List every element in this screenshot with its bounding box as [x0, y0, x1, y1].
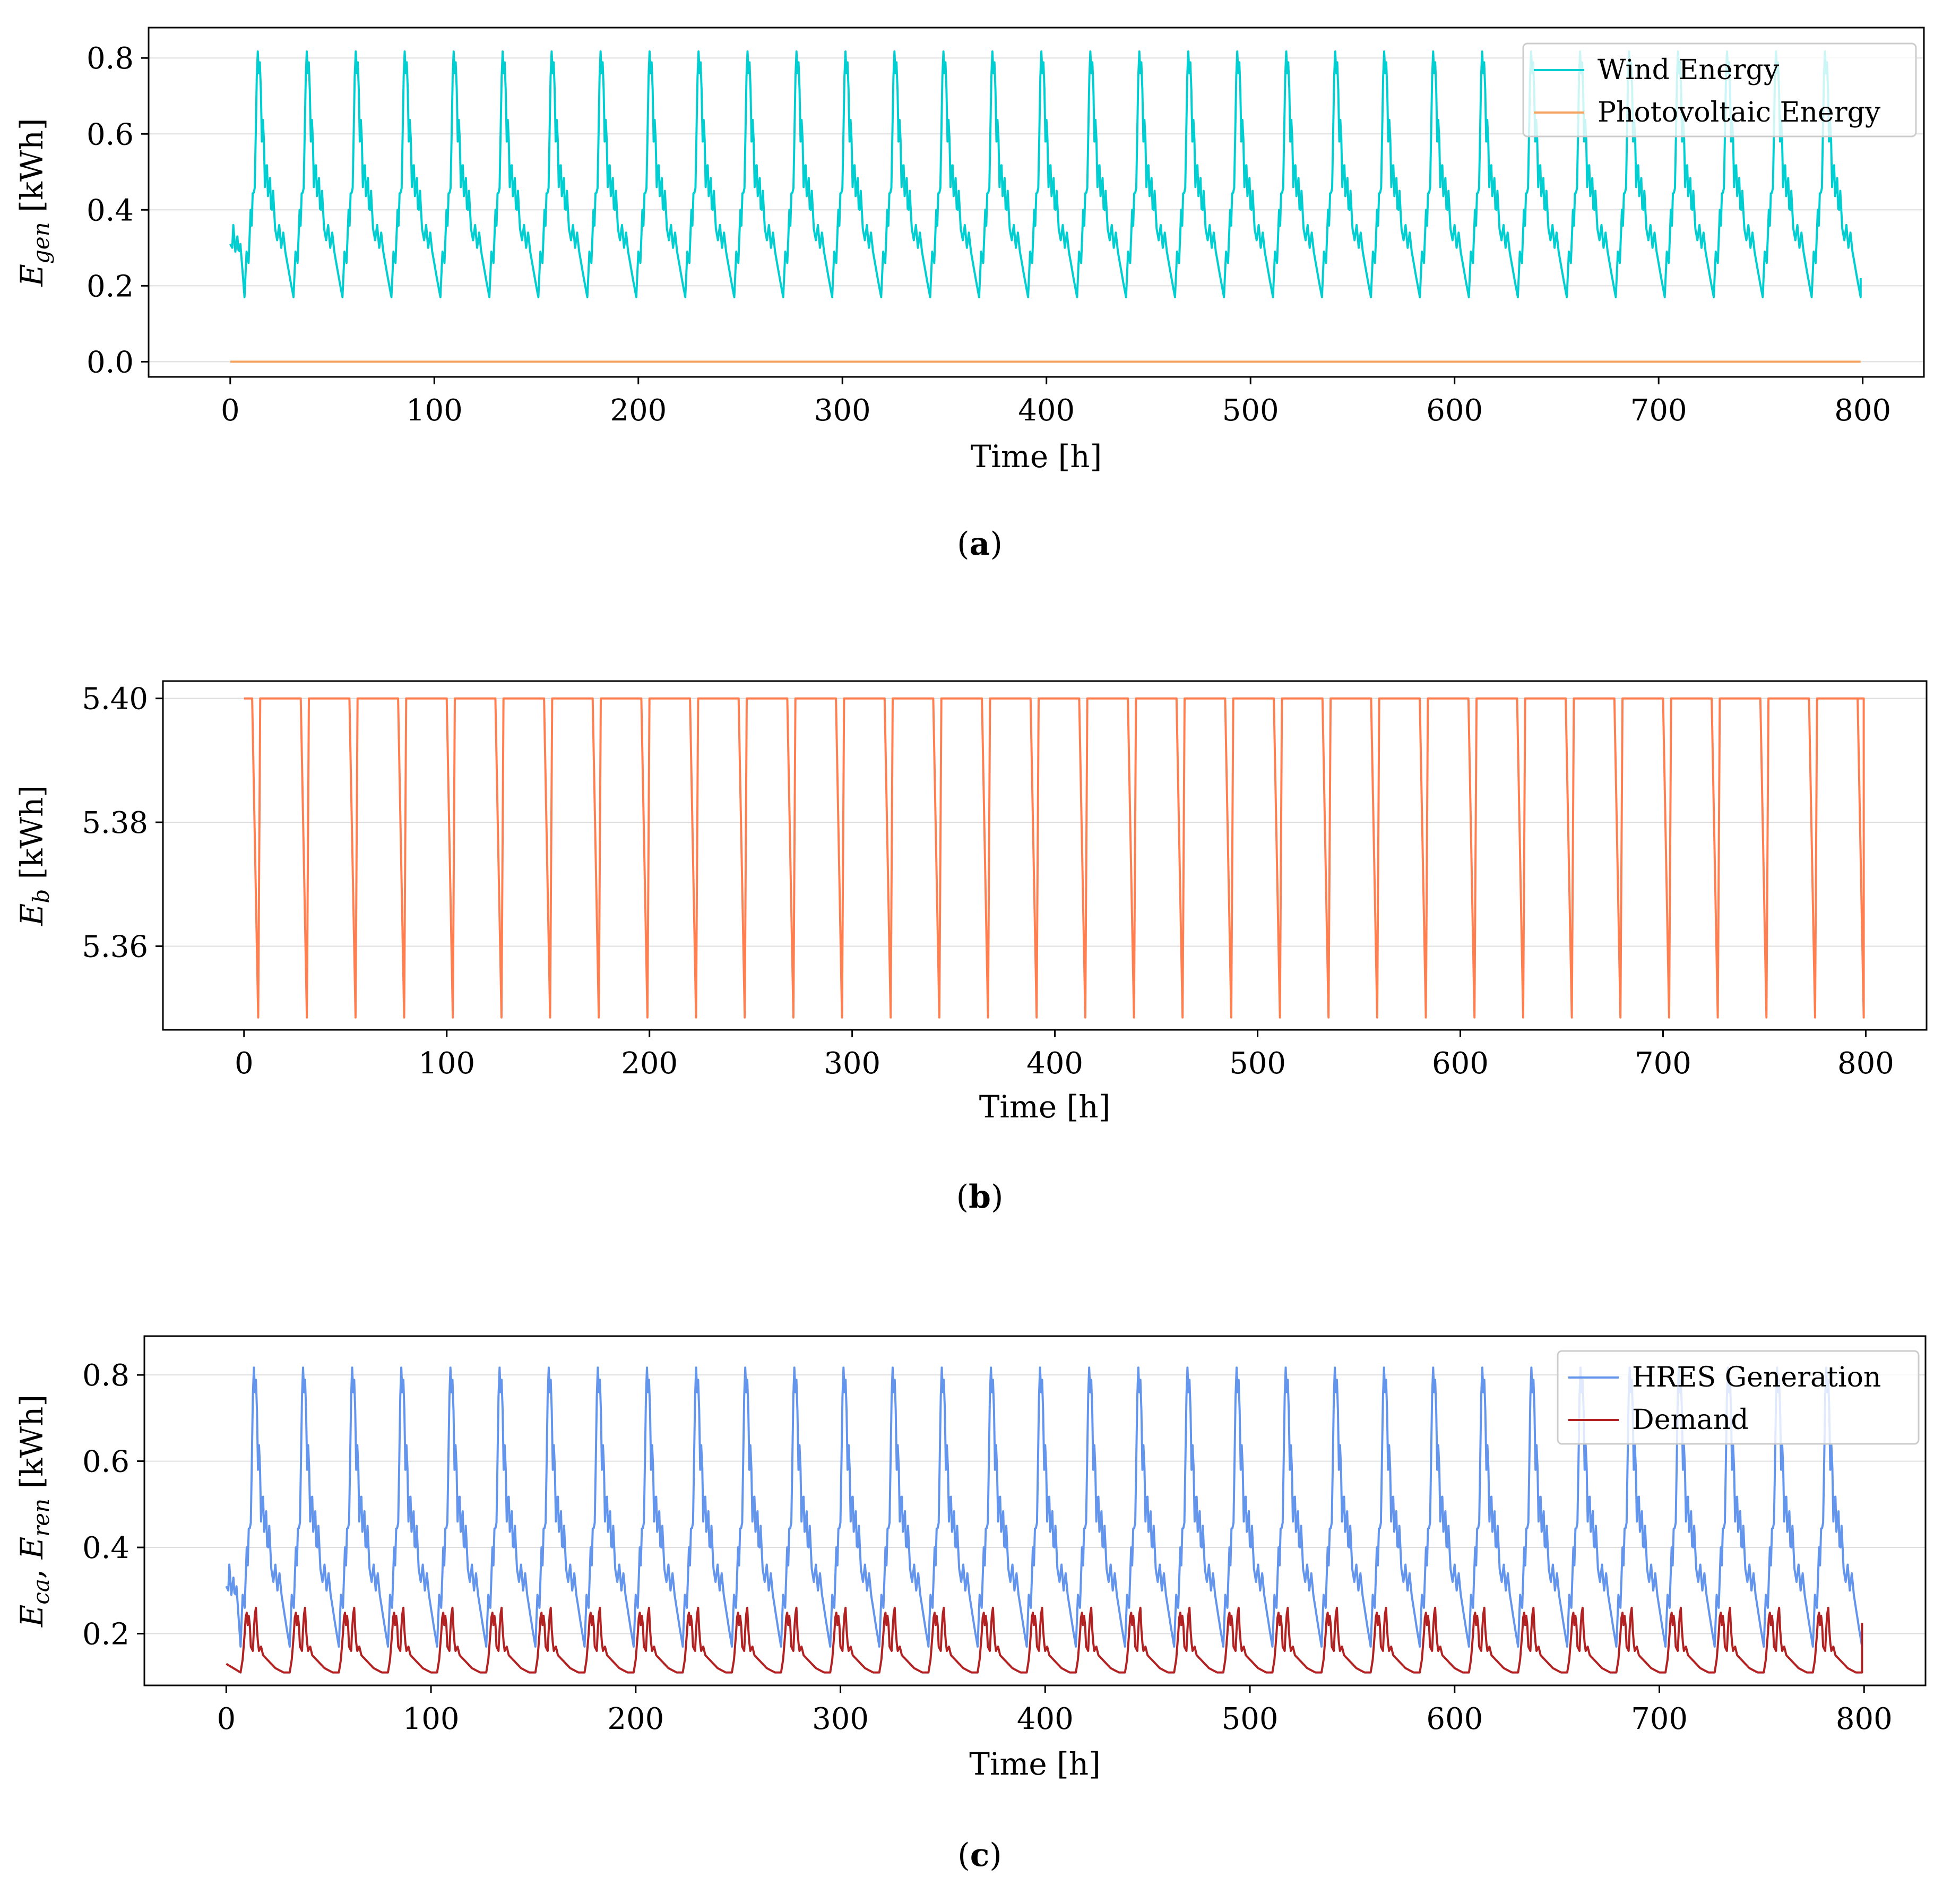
y-tick-label: 0.2 [87, 269, 134, 304]
x-tick-label: 0 [217, 1702, 236, 1736]
y-axis-label-part: E [14, 1537, 50, 1560]
series-group [225, 1366, 1863, 1674]
caption-paren: ) [990, 526, 1002, 563]
panel-b: 0 100 200 300 400 500 600 700 800 5.36 5.38 5.40 Tim… [14, 680, 1928, 1216]
legend-entry: Wind Energy [1598, 54, 1780, 86]
series-line-battery-energy [244, 697, 1865, 1019]
caption-paren: ( [956, 1178, 969, 1216]
x-axis-label: Time [h] [971, 438, 1102, 475]
x-tick-label: 300 [814, 393, 871, 428]
legend-entry: Demand [1632, 1404, 1749, 1436]
y-tick-label: 0.6 [87, 117, 134, 152]
x-tick-label: 400 [1018, 393, 1075, 428]
caption-paren: ) [989, 1837, 1001, 1874]
x-tick-label: 500 [1222, 393, 1279, 428]
series-group [244, 697, 1865, 1019]
series-line-wind-energy [229, 50, 1862, 298]
y-axis-label-part: E [14, 1605, 50, 1628]
series-line-hres-generation [225, 1366, 1863, 1648]
x-tick-label: 800 [1836, 1702, 1893, 1736]
y-axis-label-part: gen [28, 222, 54, 264]
y-axis-label-part: ren [28, 1499, 54, 1537]
legend-entry: HRES Generation [1632, 1362, 1881, 1393]
y-axis-label: Eb [kWh] [14, 785, 54, 926]
y-tick-label: 5.40 [82, 682, 148, 717]
x-tick-label: 400 [1017, 1702, 1074, 1736]
panel-caption: (c) [957, 1837, 1001, 1874]
panel-caption: (b) [956, 1178, 1004, 1216]
y-tick-label: 0.4 [82, 1531, 129, 1565]
x-tick-label: 600 [1432, 1046, 1489, 1081]
caption-letter: b [969, 1178, 991, 1216]
y-tick-label: 0.0 [87, 345, 134, 380]
x-tick-label: 600 [1426, 393, 1483, 428]
x-tick-label: 300 [812, 1702, 869, 1736]
legend-box [1557, 1350, 1920, 1445]
x-tick-label: 0 [235, 1046, 254, 1081]
x-axis-label: Time [h] [979, 1089, 1111, 1125]
x-tick-label: 200 [621, 1046, 678, 1081]
y-axis-label-part: [kWh] [14, 785, 50, 889]
x-tick-label: 200 [607, 1702, 664, 1736]
y-axis-label-part: [kWh] [14, 1395, 50, 1499]
y-axis-label: Eca, Eren [kWh] [14, 1395, 54, 1628]
caption-paren: ( [957, 1837, 970, 1874]
x-tick-label: 600 [1426, 1702, 1483, 1736]
series-group [229, 50, 1862, 363]
legend-entry: Photovoltaic Energy [1598, 97, 1881, 128]
x-tick-label: 0 [221, 393, 240, 428]
x-tick-label: 500 [1229, 1046, 1286, 1081]
y-tick-label: 5.36 [82, 929, 148, 964]
x-tick-label: 700 [1635, 1046, 1691, 1081]
plot-frame [143, 1335, 1927, 1686]
x-tick-label: 700 [1631, 1702, 1688, 1736]
legend-box [1522, 42, 1917, 137]
y-tick-label: 5.38 [82, 806, 148, 840]
x-tick-label: 500 [1222, 1702, 1279, 1736]
y-axis-label-part: b [28, 889, 54, 903]
y-axis-label-part: ca [28, 1579, 54, 1605]
y-tick-label: 0.6 [82, 1445, 129, 1479]
caption-paren: ) [991, 1178, 1003, 1216]
x-tick-label: 800 [1834, 393, 1891, 428]
series-line-demand [226, 1606, 1863, 1674]
x-tick-label: 200 [610, 393, 667, 428]
panel-caption: (a) [957, 526, 1003, 563]
x-axis-label: Time [h] [969, 1746, 1101, 1782]
y-axis-label-part: [kWh] [14, 118, 50, 222]
x-tick-label: 100 [418, 1046, 475, 1081]
y-axis-label-part: , [14, 1559, 50, 1579]
caption-letter: a [970, 526, 990, 563]
y-axis-label-part: E [14, 264, 50, 287]
x-tick-label: 100 [403, 1702, 460, 1736]
panel-c: 0 100 200 300 400 500 600 700 800 0.2 0.4 0.6 0.8 Tim… [14, 1335, 1927, 1874]
caption-letter: c [970, 1837, 990, 1874]
x-tick-label: 300 [824, 1046, 880, 1081]
y-tick-label: 0.8 [82, 1358, 129, 1393]
x-tick-label: 100 [406, 393, 463, 428]
caption-paren: ( [957, 526, 969, 563]
y-axis-label-part: E [14, 903, 50, 926]
y-tick-label: 0.4 [87, 193, 134, 228]
plot-frame [162, 680, 1928, 1031]
x-tick-label: 800 [1837, 1046, 1894, 1081]
y-axis-label: Egen [kWh] [14, 118, 54, 287]
x-tick-label: 700 [1630, 393, 1687, 428]
x-tick-label: 400 [1026, 1046, 1083, 1081]
panel-a: 0 100 200 300 400 500 600 700 800 0.0 0.2 0.4 0.6 0.8… [14, 27, 1925, 563]
plot-frame [148, 27, 1925, 378]
y-tick-label: 0.2 [82, 1617, 129, 1652]
y-tick-label: 0.8 [87, 41, 134, 76]
